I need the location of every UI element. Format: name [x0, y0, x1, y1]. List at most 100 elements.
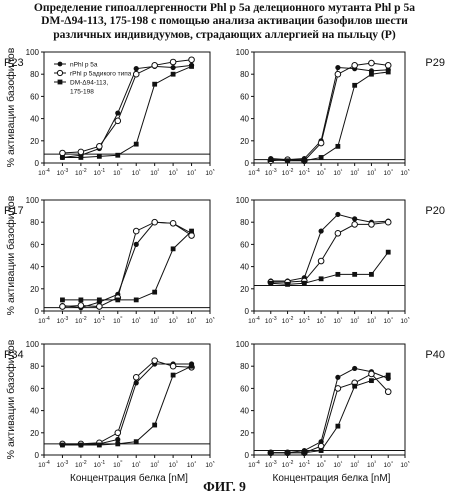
data-point — [368, 370, 375, 378]
x-tick-label: 10-1 — [93, 316, 105, 325]
data-point — [334, 230, 342, 237]
x-tick-label: 10² — [350, 460, 359, 469]
data-point — [60, 297, 65, 303]
panel-label: P34 — [4, 349, 24, 361]
legend-label: nPhl p 5a — [70, 62, 98, 69]
y-tick-label: 0 — [245, 159, 250, 168]
x-tick-label: 10¹ — [132, 316, 141, 325]
x-tick-label: 10³ — [367, 316, 376, 325]
x-tick-label: 10-3 — [265, 316, 277, 325]
plot-frame — [253, 51, 406, 164]
data-point — [318, 155, 324, 160]
x-tick-label: 10⁵ — [205, 316, 214, 325]
data-point — [317, 257, 325, 265]
series-line — [62, 230, 192, 301]
x-tick-label: 10-3 — [57, 316, 69, 325]
data-point — [268, 157, 274, 163]
y-tick-label: 20 — [240, 429, 249, 438]
panel-label: P40 — [425, 349, 445, 361]
y-tick-label: 100 — [236, 48, 250, 57]
data-point — [132, 70, 140, 78]
data-point — [60, 155, 65, 160]
data-point — [115, 441, 121, 447]
series-line — [62, 65, 192, 158]
x-tick-label: 10-4 — [38, 316, 50, 325]
x-tick-label: 10³ — [169, 168, 178, 177]
data-point — [170, 246, 176, 252]
x-tick-label: 10⁴ — [384, 460, 393, 469]
plot-frame — [43, 51, 211, 164]
data-point — [133, 297, 139, 303]
data-point — [301, 158, 307, 164]
y-tick-label: 60 — [30, 92, 39, 101]
x-tick-label: 10⁴ — [187, 168, 196, 177]
data-point — [115, 436, 121, 443]
data-point — [351, 62, 358, 69]
data-point — [352, 82, 358, 88]
data-point — [352, 365, 358, 372]
series-line — [270, 71, 389, 162]
data-point — [384, 218, 392, 226]
y-tick-label: 80 — [30, 362, 39, 371]
data-point — [151, 62, 158, 69]
data-point — [78, 442, 84, 448]
x-tick-label: 10-2 — [282, 460, 294, 469]
y-tick-label: 100 — [236, 196, 250, 205]
x-tick-label: 10⁵ — [205, 168, 214, 177]
data-point — [151, 218, 158, 226]
data-point — [170, 71, 176, 77]
plot-frame — [253, 343, 406, 456]
plot-frame — [43, 343, 211, 456]
data-point — [114, 429, 122, 437]
y-tick-label: 60 — [30, 384, 39, 393]
y-axis-label: % активации базофилов — [5, 339, 17, 459]
x-tick-label: 10-1 — [298, 316, 310, 325]
data-point — [133, 141, 139, 147]
figure-caption: ФИГ. 9 — [203, 479, 246, 494]
x-tick-label: 10¹ — [333, 168, 342, 177]
chart-panel-P20: 0 20 40 60 80 100 10-4 10-3 10-2 10-1 10⁰ 10¹ 10² 10³… — [236, 196, 410, 325]
x-tick-label: 10⁵ — [400, 316, 409, 325]
y-tick-label: 40 — [240, 115, 249, 124]
x-tick-label: 10² — [150, 316, 159, 325]
data-point — [369, 378, 374, 384]
x-tick-label: 10² — [350, 316, 359, 325]
data-point — [188, 56, 195, 64]
x-tick-label: 10⁴ — [384, 168, 393, 177]
y-tick-label: 80 — [240, 70, 249, 79]
data-point — [133, 241, 139, 247]
y-tick-label: 20 — [30, 285, 39, 294]
y-tick-label: 80 — [30, 70, 39, 79]
data-point — [335, 143, 341, 149]
data-point — [318, 228, 324, 234]
plot-frame — [253, 199, 406, 312]
x-tick-label: 10-2 — [282, 168, 294, 177]
data-point — [114, 117, 122, 125]
data-point — [285, 158, 290, 164]
series-line — [62, 365, 192, 446]
data-point — [301, 280, 307, 286]
y-tick-label: 0 — [245, 307, 250, 316]
data-point — [335, 64, 341, 71]
x-tick-label: 10-3 — [57, 168, 69, 177]
y-tick-label: 80 — [240, 362, 249, 371]
data-point — [352, 383, 358, 389]
x-tick-label: 10-2 — [282, 316, 294, 325]
data-point — [385, 69, 391, 75]
series-line — [270, 62, 389, 162]
data-point — [152, 422, 158, 428]
data-point — [335, 211, 341, 218]
x-tick-label: 10-1 — [93, 460, 105, 469]
x-tick-label: 10⁴ — [384, 316, 393, 325]
x-tick-label: 10⁵ — [205, 460, 214, 469]
x-tick-label: 10-4 — [248, 460, 260, 469]
x-tick-label: 10³ — [367, 168, 376, 177]
data-point — [318, 448, 324, 453]
panel-label: P29 — [425, 57, 445, 69]
legend-marker — [56, 69, 64, 77]
page-title: Определение гипоаллергенности Phl p 5a д… — [0, 1, 449, 41]
y-tick-label: 60 — [240, 92, 249, 101]
chart-panel-P23: 0 20 40 60 80 100 10-4 10-3 10-2 10-1 10⁰ 10¹ 10² 10³… — [5, 47, 215, 177]
x-tick-label: 10-3 — [265, 168, 277, 177]
